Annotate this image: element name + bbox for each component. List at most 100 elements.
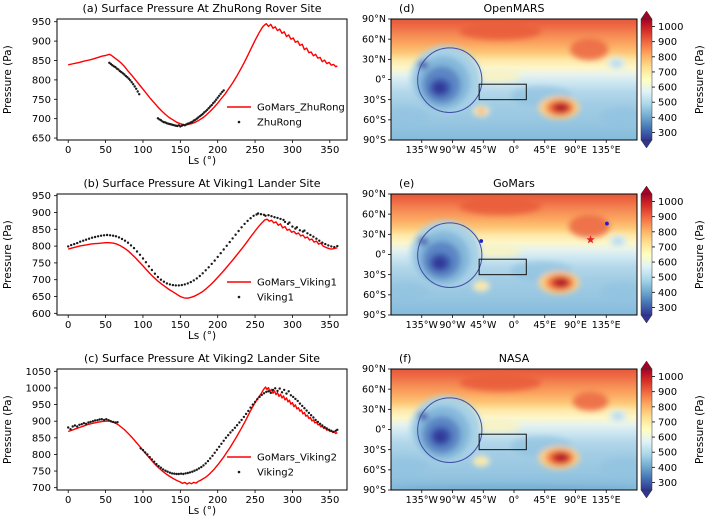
svg-text:350: 350 bbox=[320, 495, 339, 506]
svg-text:50: 50 bbox=[99, 320, 112, 331]
svg-text:950: 950 bbox=[32, 400, 51, 411]
panel-d-title: OpenMARS bbox=[483, 2, 545, 15]
svg-text:400: 400 bbox=[658, 463, 677, 474]
svg-text:90°E: 90°E bbox=[564, 495, 587, 506]
svg-text:150: 150 bbox=[171, 145, 190, 156]
svg-text:30°N: 30°N bbox=[362, 230, 386, 241]
svg-text:GoMars_Viking1: GoMars_Viking1 bbox=[257, 278, 337, 289]
svg-text:900: 900 bbox=[32, 208, 51, 219]
svg-text:135°E: 135°E bbox=[592, 145, 621, 156]
svg-text:135°E: 135°E bbox=[592, 495, 621, 506]
svg-text:150: 150 bbox=[171, 320, 190, 331]
svg-text:600: 600 bbox=[658, 83, 677, 94]
viking1-site-marker bbox=[479, 239, 484, 243]
panel-d-map: 135°W 90°W 45°W 0° 45°E 90°E 135°E 90°N 60°N 30°N… bbox=[362, 14, 638, 156]
svg-text:50: 50 bbox=[99, 495, 112, 506]
svg-text:650: 650 bbox=[32, 292, 51, 303]
svg-text:60°S: 60°S bbox=[363, 465, 386, 476]
svg-text:250: 250 bbox=[246, 145, 265, 156]
panel-e-colorbar-label: Pressure (Pa) bbox=[694, 220, 706, 289]
panel-c-ylabel: Pressure (Pa) bbox=[2, 395, 14, 464]
svg-text:0°: 0° bbox=[509, 495, 520, 506]
svg-text:30°N: 30°N bbox=[362, 55, 386, 66]
svg-text:850: 850 bbox=[32, 433, 51, 444]
svg-text:1050: 1050 bbox=[26, 367, 51, 378]
svg-text:900: 900 bbox=[658, 37, 677, 48]
svg-text:850: 850 bbox=[32, 56, 51, 67]
svg-text:700: 700 bbox=[658, 242, 677, 253]
svg-text:90°N: 90°N bbox=[362, 189, 386, 200]
svg-text:90°W: 90°W bbox=[439, 320, 466, 331]
svg-text:0°: 0° bbox=[375, 75, 386, 86]
svg-text:60°N: 60°N bbox=[362, 384, 386, 395]
svg-text:900: 900 bbox=[658, 387, 677, 398]
svg-text:0: 0 bbox=[65, 320, 71, 331]
svg-text:750: 750 bbox=[32, 258, 51, 269]
svg-text:650: 650 bbox=[32, 134, 51, 145]
svg-text:300: 300 bbox=[658, 303, 677, 314]
svg-text:700: 700 bbox=[658, 67, 677, 78]
panel-d-label: (d) bbox=[399, 2, 415, 15]
svg-text:GoMars_ZhuRong: GoMars_ZhuRong bbox=[257, 103, 345, 114]
svg-text:300: 300 bbox=[283, 320, 302, 331]
panel-c-xlabel: Ls (°) bbox=[187, 505, 217, 517]
svg-text:1000: 1000 bbox=[658, 197, 683, 208]
svg-text:90°E: 90°E bbox=[564, 145, 587, 156]
svg-text:750: 750 bbox=[32, 467, 51, 478]
svg-text:60°N: 60°N bbox=[362, 209, 386, 220]
svg-text:600: 600 bbox=[32, 309, 51, 320]
svg-text:45°W: 45°W bbox=[470, 320, 497, 331]
panel-a-ylabel: Pressure (Pa) bbox=[2, 45, 14, 114]
svg-text:250: 250 bbox=[246, 320, 265, 331]
svg-text:1000: 1000 bbox=[26, 383, 51, 394]
svg-text:0°: 0° bbox=[509, 145, 520, 156]
svg-text:60°N: 60°N bbox=[362, 34, 386, 45]
panel-e-label: (e) bbox=[399, 177, 415, 190]
svg-text:500: 500 bbox=[658, 273, 677, 284]
svg-text:1000: 1000 bbox=[658, 372, 683, 383]
panel-e-title: GoMars bbox=[493, 177, 535, 190]
svg-text:800: 800 bbox=[658, 52, 677, 63]
panel-f-colorbar: 300 400 500 600 700 800 900 1000 bbox=[640, 360, 683, 499]
svg-text:150: 150 bbox=[171, 495, 190, 506]
svg-text:900: 900 bbox=[32, 37, 51, 48]
svg-text:90°W: 90°W bbox=[439, 145, 466, 156]
svg-text:30°S: 30°S bbox=[363, 445, 386, 456]
svg-text:950: 950 bbox=[32, 17, 51, 28]
svg-text:45°W: 45°W bbox=[470, 495, 497, 506]
panel-f-colorbar-label: Pressure (Pa) bbox=[694, 395, 706, 464]
svg-text:800: 800 bbox=[658, 402, 677, 413]
svg-text:135°W: 135°W bbox=[406, 145, 439, 156]
viking2-site-marker bbox=[605, 221, 609, 226]
panel-d-colorbar: 300 400 500 600 700 800 900 1000 bbox=[640, 10, 683, 149]
panel-f-title: NASA bbox=[498, 352, 530, 365]
svg-text:900: 900 bbox=[658, 212, 677, 223]
svg-text:GoMars_Viking2: GoMars_Viking2 bbox=[257, 453, 337, 464]
panel-d-colorbar-label: Pressure (Pa) bbox=[694, 45, 706, 114]
svg-text:700: 700 bbox=[658, 417, 677, 428]
svg-text:750: 750 bbox=[32, 95, 51, 106]
svg-text:800: 800 bbox=[658, 227, 677, 238]
svg-text:135°W: 135°W bbox=[406, 320, 439, 331]
svg-text:100: 100 bbox=[133, 145, 152, 156]
svg-text:90°W: 90°W bbox=[439, 495, 466, 506]
svg-text:600: 600 bbox=[658, 258, 677, 269]
svg-text:30°S: 30°S bbox=[363, 270, 386, 281]
svg-text:30°S: 30°S bbox=[363, 95, 386, 106]
svg-text:700: 700 bbox=[32, 114, 51, 125]
svg-text:45°E: 45°E bbox=[533, 495, 556, 506]
svg-text:90°E: 90°E bbox=[564, 320, 587, 331]
svg-text:90°N: 90°N bbox=[362, 364, 386, 375]
zhurong-site-marker bbox=[586, 235, 595, 244]
svg-text:400: 400 bbox=[658, 288, 677, 299]
svg-text:90°S: 90°S bbox=[363, 135, 386, 146]
svg-text:200: 200 bbox=[208, 320, 227, 331]
svg-text:800: 800 bbox=[32, 450, 51, 461]
svg-text:400: 400 bbox=[658, 113, 677, 124]
svg-text:100: 100 bbox=[133, 495, 152, 506]
svg-text:0: 0 bbox=[65, 145, 71, 156]
svg-text:350: 350 bbox=[320, 145, 339, 156]
panel-a-xlabel: Ls (°) bbox=[187, 155, 217, 167]
svg-text:60°S: 60°S bbox=[363, 115, 386, 126]
